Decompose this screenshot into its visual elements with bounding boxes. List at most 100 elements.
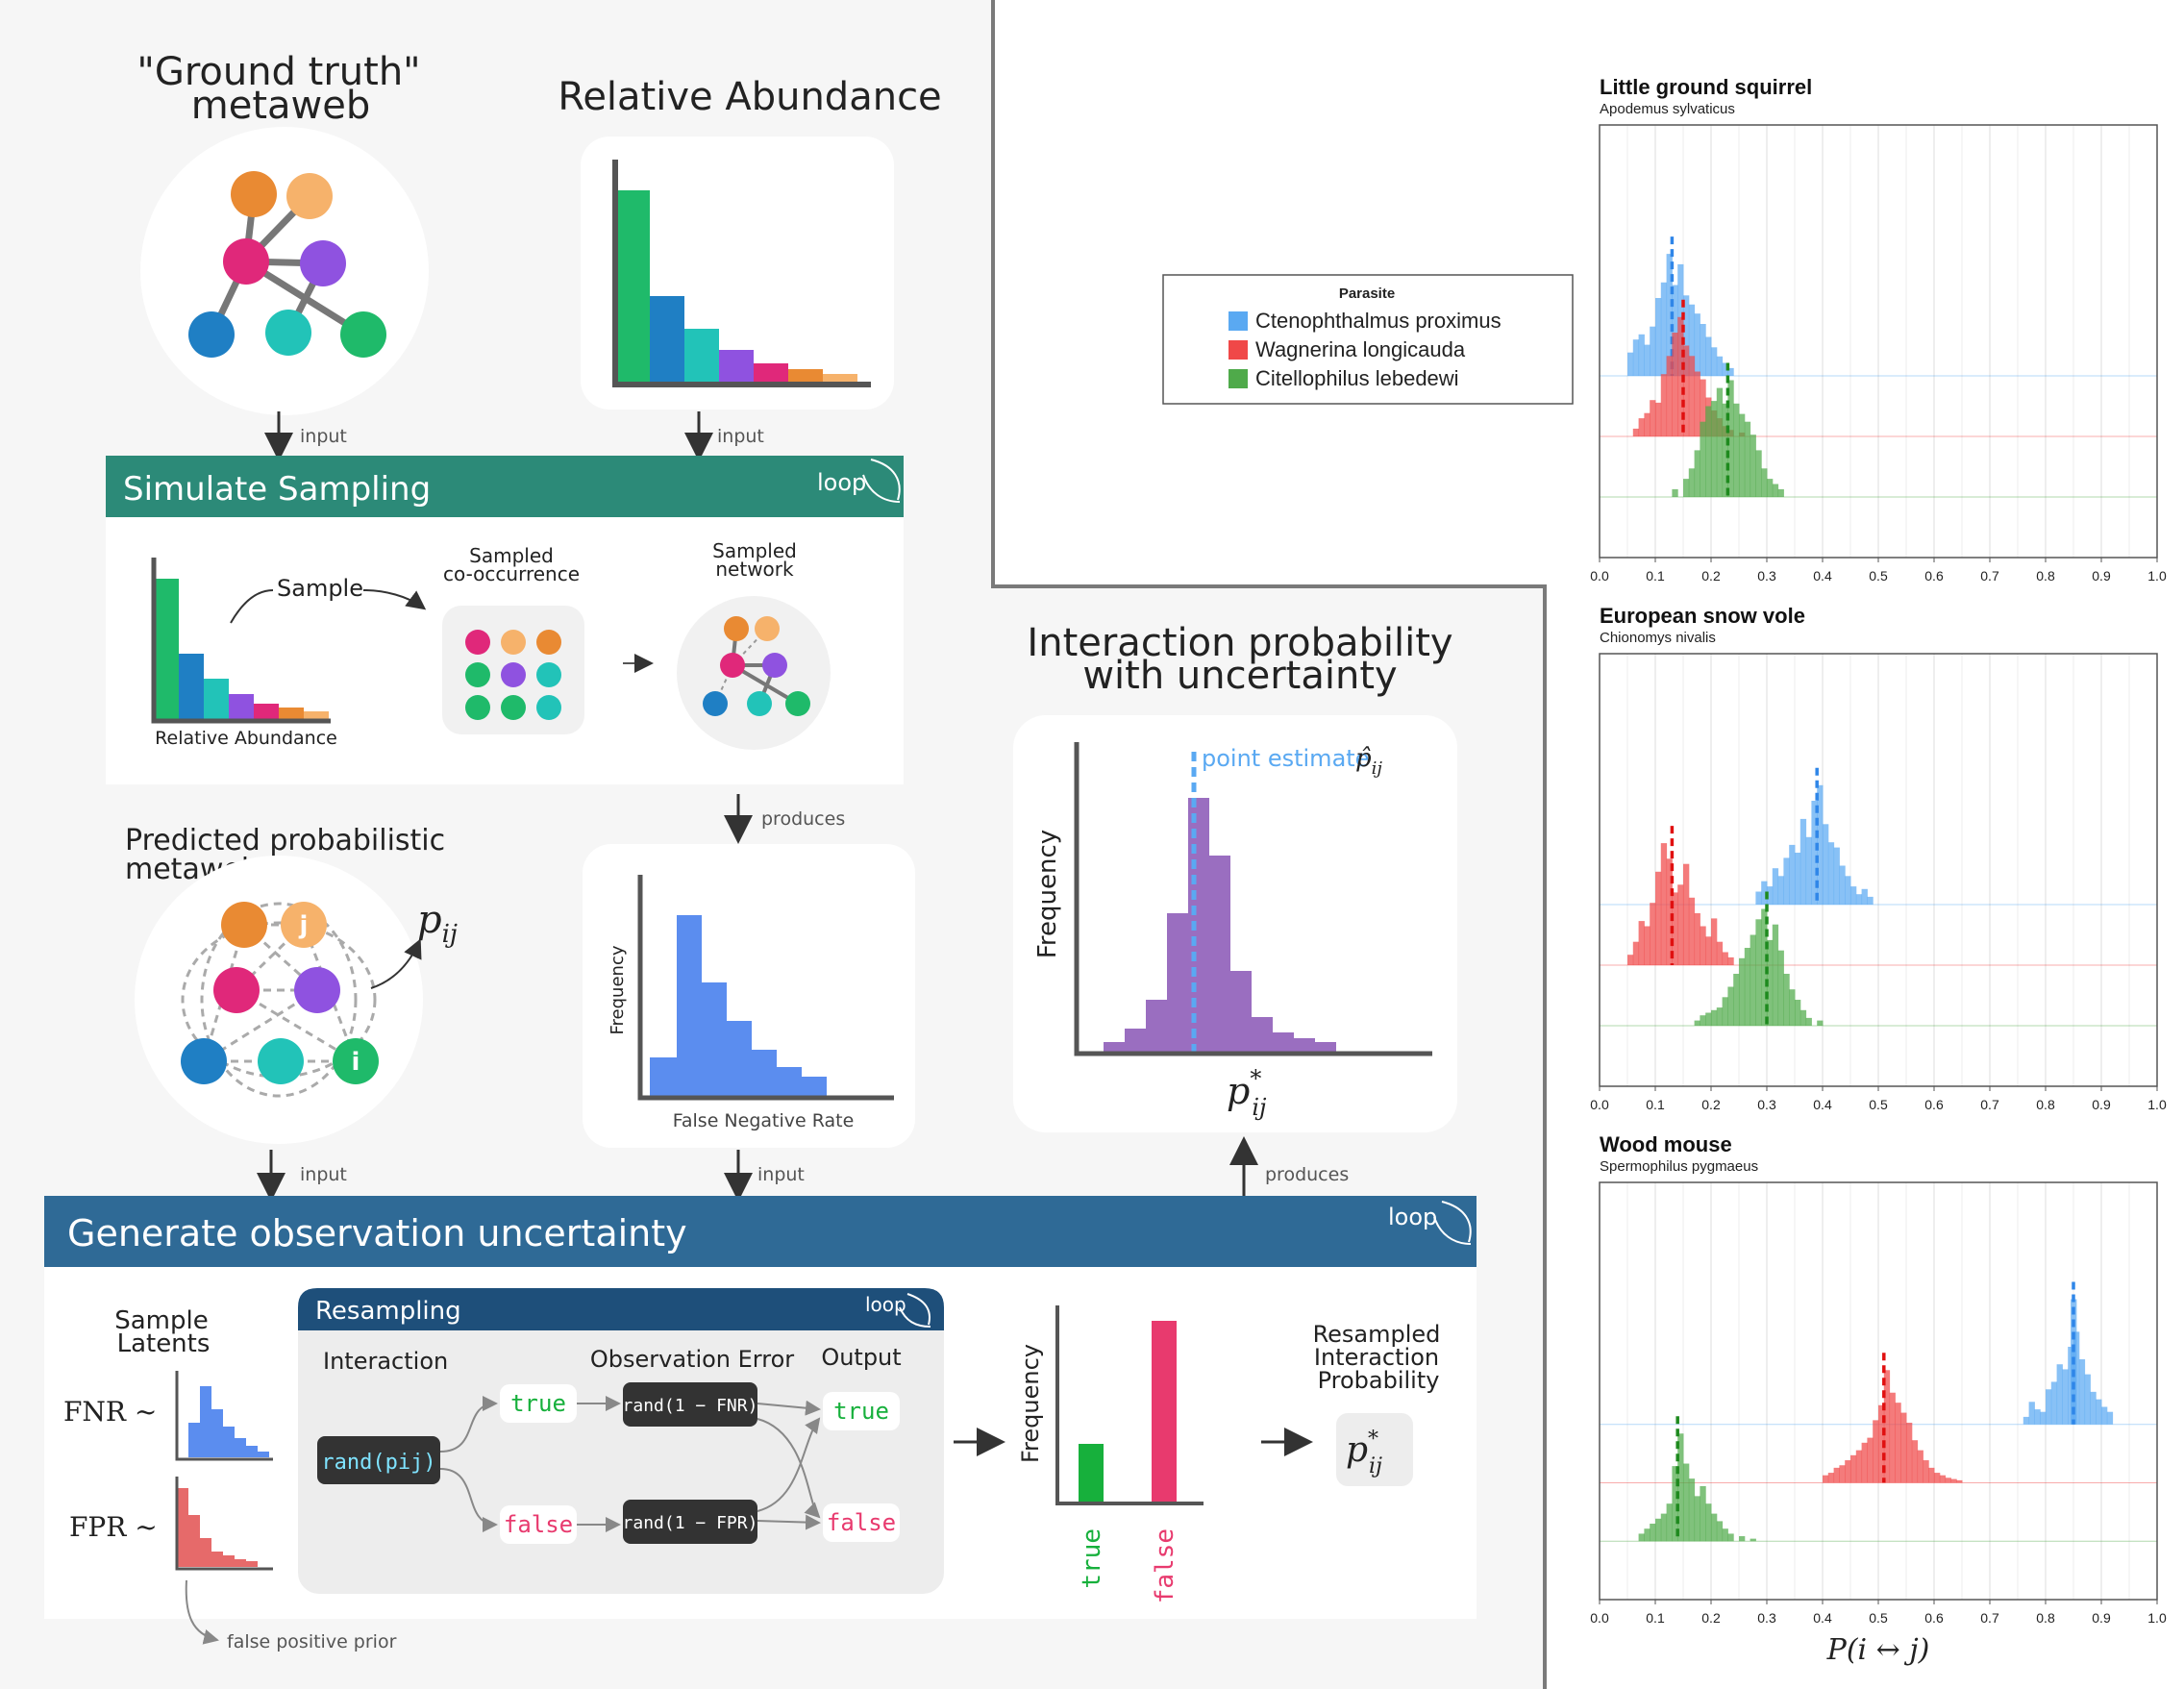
sampled-network-bubble xyxy=(677,596,831,750)
histogram-bar xyxy=(1861,1442,1868,1483)
x-tick-label: 0.9 xyxy=(2092,1097,2111,1112)
histogram-bar xyxy=(1755,450,1762,497)
histogram-bar xyxy=(1917,1450,1923,1483)
resampled-1: Resampled xyxy=(1313,1321,1441,1348)
histogram-bar xyxy=(1744,421,1751,497)
histogram-bar xyxy=(1666,1503,1673,1542)
histogram-bar xyxy=(1956,1479,1963,1483)
predicted-bubble xyxy=(135,856,423,1144)
histogram-bar xyxy=(1638,1533,1645,1542)
histogram-bar xyxy=(2023,1416,2030,1425)
histogram-bar xyxy=(1688,304,1696,376)
histogram-bar xyxy=(1823,1475,1829,1483)
histogram-bar xyxy=(1672,285,1678,376)
node-light-orange xyxy=(286,173,333,219)
x-tick-label: 0.5 xyxy=(1869,568,1888,584)
histogram-bar xyxy=(1700,421,1706,497)
histogram-bar xyxy=(1817,784,1824,905)
x-tick-label: 0.8 xyxy=(2036,1097,2055,1112)
false-positive-prior: false positive prior xyxy=(227,1631,397,1652)
histogram-bar xyxy=(2046,1389,2052,1425)
fnr-hist-xlabel: False Negative Rate xyxy=(673,1110,855,1131)
col-output: Output xyxy=(821,1344,901,1371)
histogram-bar xyxy=(1795,1000,1801,1026)
x-tick-label: 0.9 xyxy=(2092,568,2111,584)
histogram-bar xyxy=(1644,1528,1650,1542)
input-arrows-top: input input xyxy=(264,411,764,461)
sample-latents-1: Sample xyxy=(114,1306,209,1335)
histogram-bar xyxy=(1767,479,1774,497)
sample-label: Sample xyxy=(277,575,363,602)
histogram-bar xyxy=(1878,1404,1885,1483)
histogram-bar xyxy=(1811,801,1818,905)
histogram-bar xyxy=(1683,345,1690,436)
histogram-bar xyxy=(1705,936,1712,965)
histogram-bar xyxy=(1906,1422,1913,1483)
x-tick-label: 0.0 xyxy=(1590,1610,1609,1626)
histogram-bar xyxy=(1839,1465,1846,1483)
histogram-bar xyxy=(1694,913,1700,965)
histogram-bar xyxy=(1883,1370,1891,1483)
x-tick-label: 0.3 xyxy=(1757,1097,1776,1112)
histogram-bar xyxy=(1850,886,1857,905)
histogram-title: Wood mouse xyxy=(1600,1132,1732,1156)
legend-title: Parasite xyxy=(1339,286,1395,302)
histogram-bar xyxy=(2090,1391,2097,1425)
histogram-bar xyxy=(1688,1478,1696,1542)
histogram-bar xyxy=(1761,881,1768,905)
histogram-bar xyxy=(1694,371,1700,436)
simulate-loop-label: loop xyxy=(817,469,866,496)
histogram-bar xyxy=(1845,876,1851,905)
histogram-bar xyxy=(1672,488,1678,497)
histogram-bar xyxy=(1694,450,1700,497)
node-pink xyxy=(223,238,269,285)
histogram-bar xyxy=(1900,1412,1907,1483)
histogram-bar xyxy=(1716,387,1724,497)
histogram-bar xyxy=(1855,1450,1863,1483)
histogram-bar xyxy=(2073,1331,2080,1425)
histogram-bar xyxy=(2101,1406,2108,1425)
histogram-bar xyxy=(1711,1009,1718,1026)
legend-item-label: Wagnerina longicauda xyxy=(1255,337,1466,361)
node-i-label: i xyxy=(352,1048,360,1077)
histogram-bar xyxy=(1705,406,1712,497)
x-tick-label: 0.0 xyxy=(1590,1097,1609,1112)
histogram-bar xyxy=(1727,956,1734,965)
histogram-bar xyxy=(1660,374,1668,436)
node-j-label: j xyxy=(299,911,309,940)
histogram-bar xyxy=(1644,344,1650,376)
x-tick-label: 0.9 xyxy=(2092,1610,2111,1626)
histogram-bar xyxy=(1638,418,1645,436)
histogram-bar xyxy=(1799,1009,1807,1026)
histogram-bar xyxy=(1827,1473,1835,1483)
resampling-loop-label: loop xyxy=(865,1293,906,1316)
histogram-bar xyxy=(1716,356,1724,376)
legend-swatch xyxy=(1228,340,1248,360)
histogram-bar xyxy=(1750,934,1756,1026)
generate-loop-label: loop xyxy=(1388,1204,1437,1230)
node-blue xyxy=(188,311,235,358)
histogram-bar xyxy=(1700,379,1706,436)
histogram-bar xyxy=(1666,254,1673,376)
histogram-bar xyxy=(1632,941,1640,965)
x-axis-label: P(i ↔ j) xyxy=(1826,1633,1930,1667)
histogram-bar xyxy=(1823,824,1829,905)
fnr-histogram-panel: Frequency False Negative Rate xyxy=(583,844,915,1148)
histogram-bar xyxy=(1867,1437,1874,1483)
fnr-hist-ylabel: Frequency xyxy=(608,945,628,1034)
histogram-subtitle: Apodemus sylvaticus xyxy=(1600,101,1735,117)
ip-title-2: with uncertainty xyxy=(1082,654,1397,698)
sample-latents-2: Latents xyxy=(117,1329,211,1358)
loop-icon xyxy=(862,459,901,503)
histogram-bar xyxy=(1722,403,1728,497)
fpr-label: FPR ~ xyxy=(69,1511,158,1543)
histogram-bar xyxy=(1739,957,1746,1026)
histogram-bar xyxy=(1923,1460,1929,1483)
rand-fpr: rand(1 − FPR) xyxy=(623,1513,758,1533)
histogram-bar xyxy=(1694,1496,1700,1542)
x-tick-label: 0.7 xyxy=(1980,1097,1999,1112)
histogram-bar xyxy=(1650,903,1656,965)
histogram-panel: Little ground squirrel Apodemus sylvaticu… xyxy=(1590,75,2167,584)
histogram-bar xyxy=(2062,1369,2069,1425)
